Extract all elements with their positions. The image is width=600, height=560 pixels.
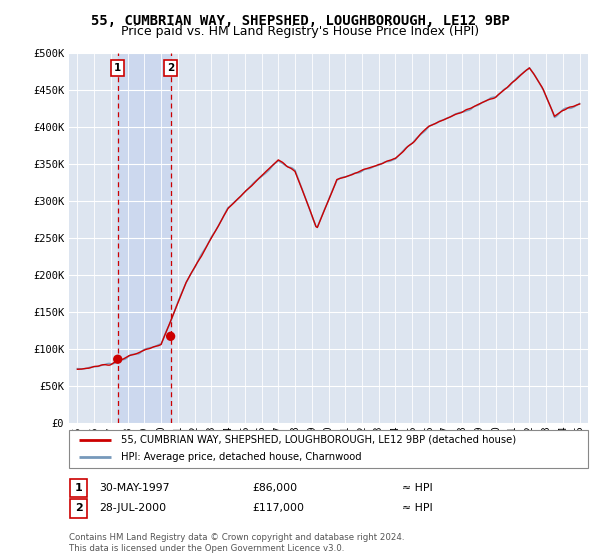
Bar xyxy=(118,53,170,423)
Point xyxy=(166,332,175,341)
Text: ≈ HPI: ≈ HPI xyxy=(402,503,433,514)
Text: 1: 1 xyxy=(75,483,82,493)
Text: HPI: Average price, detached house, Charnwood: HPI: Average price, detached house, Char… xyxy=(121,452,362,463)
Text: 1: 1 xyxy=(114,63,121,73)
Text: 55, CUMBRIAN WAY, SHEPSHED, LOUGHBOROUGH, LE12 9BP: 55, CUMBRIAN WAY, SHEPSHED, LOUGHBOROUGH… xyxy=(91,14,509,28)
Text: 28-JUL-2000: 28-JUL-2000 xyxy=(99,503,166,514)
Text: 2: 2 xyxy=(75,503,82,514)
Point xyxy=(113,354,122,363)
Text: £86,000: £86,000 xyxy=(252,483,297,493)
Text: 2: 2 xyxy=(167,63,174,73)
FancyBboxPatch shape xyxy=(69,430,588,468)
Text: ≈ HPI: ≈ HPI xyxy=(402,483,433,493)
Text: Price paid vs. HM Land Registry's House Price Index (HPI): Price paid vs. HM Land Registry's House … xyxy=(121,25,479,38)
FancyBboxPatch shape xyxy=(70,500,87,517)
FancyBboxPatch shape xyxy=(70,479,87,497)
Text: 30-MAY-1997: 30-MAY-1997 xyxy=(99,483,170,493)
Text: £117,000: £117,000 xyxy=(252,503,304,514)
Text: 55, CUMBRIAN WAY, SHEPSHED, LOUGHBOROUGH, LE12 9BP (detached house): 55, CUMBRIAN WAY, SHEPSHED, LOUGHBOROUGH… xyxy=(121,435,516,445)
Text: Contains HM Land Registry data © Crown copyright and database right 2024.
This d: Contains HM Land Registry data © Crown c… xyxy=(69,533,404,553)
